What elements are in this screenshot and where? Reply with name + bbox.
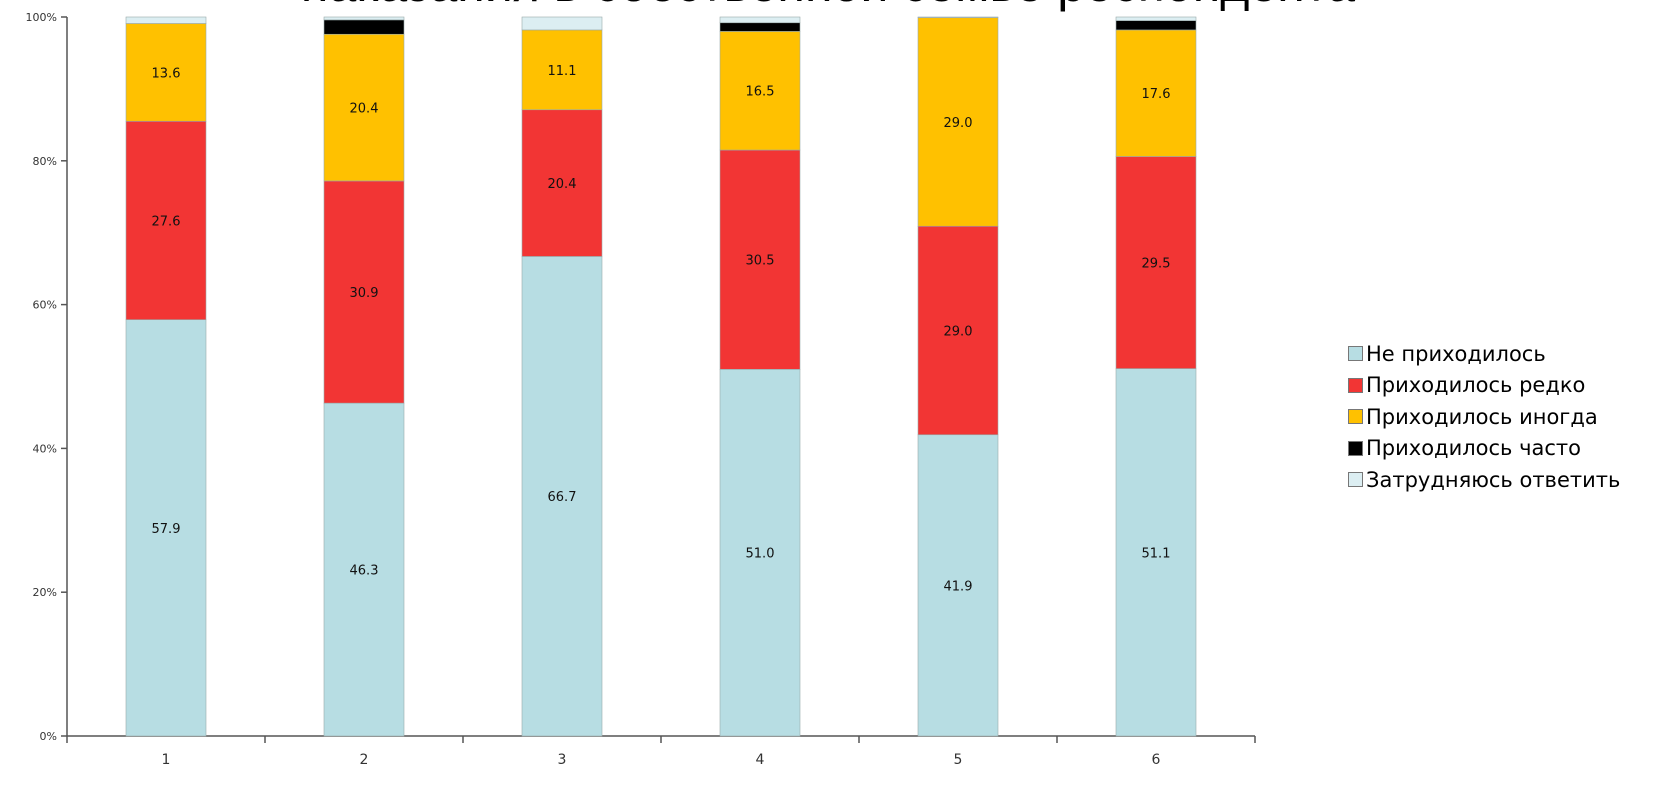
x-tick-label: 4 [756, 752, 765, 768]
y-tick-label: 60% [33, 299, 57, 312]
x-tick-label: 2 [360, 752, 369, 768]
y-tick-label: 40% [33, 442, 57, 455]
x-ticks: 1 2 3 4 5 6 [66, 736, 1256, 768]
bar-segment [719, 369, 801, 737]
x-tick-label: 3 [558, 752, 567, 768]
data-label: 20.4 [350, 102, 379, 117]
legend-item: Приходилось иногда [1348, 401, 1620, 433]
data-label: 29.0 [944, 324, 973, 339]
bar-segment [1115, 29, 1197, 157]
bar-segment [719, 31, 801, 151]
legend-swatch [1348, 377, 1363, 393]
data-label: 66.7 [548, 490, 577, 505]
data-label: 16.5 [746, 85, 775, 100]
bar-segment [323, 16, 405, 21]
data-label: 46.3 [350, 564, 379, 579]
bar-segment [125, 23, 207, 122]
legend-swatch [1348, 472, 1363, 488]
data-label: 51.0 [746, 547, 775, 562]
bar-segment [125, 120, 207, 320]
bar-segment [323, 402, 405, 737]
bar-segment [1115, 368, 1197, 737]
bar-segment [917, 17, 999, 227]
legend-item: Приходилось часто [1348, 433, 1620, 465]
bar-segment [323, 19, 405, 35]
bar-segment [1115, 20, 1197, 31]
axes [66, 17, 1255, 737]
data-label: 51.1 [1142, 546, 1171, 561]
legend-item: Приходилось редко [1348, 370, 1620, 402]
bar-segment [521, 109, 603, 257]
legend-swatch [1348, 409, 1363, 425]
bar-segment [917, 225, 999, 436]
data-label: 11.1 [548, 64, 577, 79]
data-label: 30.9 [350, 286, 379, 301]
bar-segment [1115, 16, 1197, 21]
chart-title: наказания в собственной семье респондент… [0, 0, 1656, 14]
legend-label: Приходилось часто [1366, 436, 1581, 461]
bar-segment [125, 319, 207, 737]
y-tick-label: 20% [33, 586, 57, 599]
bar-segment [719, 149, 801, 370]
legend-label: Затрудняюсь ответить [1366, 467, 1621, 492]
bar-segment [521, 29, 603, 111]
data-label: 41.9 [944, 579, 973, 594]
bar-segment [521, 256, 603, 737]
legend-swatch [1348, 440, 1363, 456]
legend-label: Приходилось редко [1366, 373, 1586, 398]
data-label: 57.9 [152, 522, 181, 537]
data-label: 30.5 [746, 254, 775, 269]
bar-segment [719, 16, 801, 24]
chart-legend: Не приходилось Приходилось редко Приходило… [1348, 338, 1620, 496]
data-label: 13.6 [152, 66, 181, 81]
bar-segment [323, 33, 405, 182]
data-label: 17.6 [1142, 87, 1171, 102]
y-ticks: 0% 20% 40% 60% 80% 100% [26, 11, 67, 743]
legend-swatch [1348, 346, 1363, 362]
y-tick-label: 80% [33, 155, 57, 168]
x-tick-label: 1 [162, 752, 171, 768]
data-label: 29.5 [1142, 257, 1171, 272]
legend-item: Не приходилось [1348, 338, 1620, 370]
y-tick-label: 0% [40, 730, 57, 743]
value-labels: 57.9 27.6 13.6 46.3 30.9 20.4 66.7 20.4 11.1 51.0… [152, 64, 1171, 595]
bar-segment [719, 22, 801, 32]
x-tick-label: 6 [1152, 752, 1161, 768]
legend-label: Не приходилось [1366, 341, 1546, 366]
y-tick-label: 100% [26, 11, 57, 24]
legend-label: Приходилось иногда [1366, 404, 1598, 429]
bar-segment [125, 16, 207, 24]
bar-segment [1115, 156, 1197, 369]
bar-segment [323, 180, 405, 404]
data-label: 20.4 [548, 177, 577, 192]
bar-segment [917, 16, 999, 19]
bars [125, 16, 1197, 737]
x-tick-label: 5 [954, 752, 963, 768]
data-label: 29.0 [944, 116, 973, 131]
data-label: 27.6 [152, 214, 181, 229]
bar-segment [917, 434, 999, 737]
bar-segment [521, 16, 603, 31]
legend-item: Затрудняюсь ответить [1348, 464, 1620, 496]
